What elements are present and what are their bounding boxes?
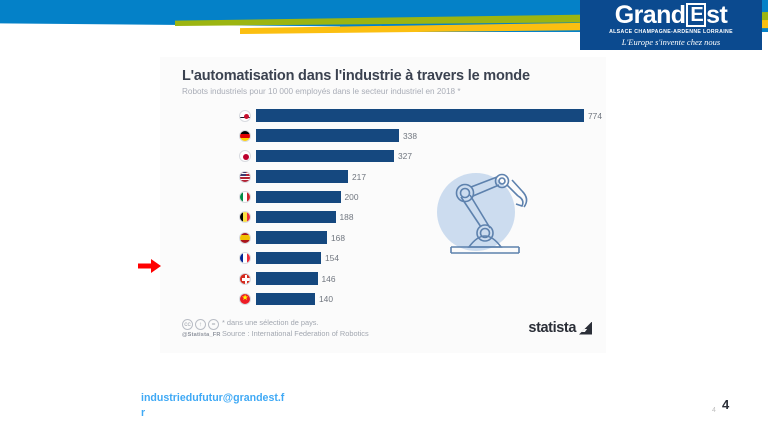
chart-row: Allemagne 338	[160, 127, 606, 147]
chart-title: L'automatisation dans l'industrie à trav…	[182, 68, 530, 84]
red-arrow-icon	[138, 258, 162, 274]
page-number: 4	[722, 397, 730, 412]
france-flag-icon	[239, 252, 251, 265]
japan-flag-icon	[239, 150, 251, 163]
logo-word-rest: st	[706, 1, 728, 29]
bar	[256, 231, 328, 244]
bar-value: 140	[319, 294, 333, 305]
statista-logo: statista	[528, 320, 592, 336]
logo-word-box-e: E	[686, 3, 707, 27]
switzerland-flag-icon	[239, 272, 251, 285]
bar	[256, 292, 316, 306]
statista-handle: @Statista_FR	[182, 332, 221, 338]
bar-value: 146	[321, 273, 336, 284]
chart-row: Chine 140	[160, 291, 606, 311]
bar-value: 338	[403, 130, 417, 141]
contact-email[interactable]: industriedufutur@grandest.f r	[141, 391, 326, 421]
bar-value: 327	[398, 151, 412, 162]
bar	[256, 210, 336, 224]
united-states-flag-icon	[239, 170, 251, 183]
chart-row: Belgique 188	[160, 209, 606, 229]
chart-footnote: * dans une sélection de pays.	[222, 318, 319, 327]
email-line-1: industriedufutur@grandest.f	[141, 392, 285, 404]
statista-chart-card: L'automatisation dans l'industrie à trav…	[160, 57, 606, 353]
bar-value: 168	[331, 232, 345, 243]
bar	[256, 149, 395, 163]
robot-backdrop-circle	[437, 173, 515, 251]
chart-row: Italie 200	[160, 189, 606, 209]
bar	[256, 129, 399, 142]
italy-flag-icon	[239, 191, 251, 204]
chart-row: Japon 327	[160, 148, 606, 168]
bar-value: 774	[588, 110, 602, 121]
robot-arm-icon	[425, 165, 545, 275]
germany-flag-icon	[239, 129, 251, 142]
spain-flag-icon	[239, 231, 251, 244]
chart-row: Espagne 168	[160, 229, 606, 249]
chart-source: Source : International Federation of Rob…	[222, 329, 369, 338]
chart-row-france: France 154	[160, 250, 606, 270]
logo-slogan: L'Europe s'invente chez nous	[621, 37, 721, 47]
cc-icon: cc	[182, 319, 193, 330]
logo-subtitle: ALSACE CHAMPAGNE-ARDENNE LORRAINE	[609, 29, 733, 35]
logo-word-main: Grand	[614, 1, 686, 29]
no-derivatives-icon: =	[208, 319, 219, 330]
bar-value: 217	[352, 171, 366, 182]
chart-subtitle: Robots industriels pour 10 000 employés …	[182, 87, 461, 96]
bar	[256, 251, 322, 265]
attribution-icon: ↑	[195, 319, 206, 330]
chart-bars: Corée du Sud 774 Allemagne 338 Japon 327…	[160, 107, 606, 311]
email-line-2: r	[141, 407, 146, 419]
bar-value: 154	[325, 253, 339, 264]
bar	[256, 272, 318, 285]
chart-row: Suisse 146	[160, 270, 606, 290]
bar-value: 188	[339, 212, 354, 223]
chart-row: Corée du Sud 774	[160, 107, 606, 127]
bar-value: 200	[344, 192, 359, 203]
creative-commons-icons: cc ↑ =	[182, 319, 219, 330]
chart-row: États-Unis 217	[160, 168, 606, 188]
page-number-small: 4	[712, 407, 716, 414]
statista-wordmark: statista	[528, 320, 576, 336]
south-korea-flag-icon	[239, 109, 251, 122]
bar	[256, 170, 348, 183]
belgium-flag-icon	[239, 211, 251, 224]
statista-arrow-mark	[579, 321, 592, 335]
bar	[256, 109, 584, 122]
bar	[256, 190, 341, 204]
china-flag-icon	[239, 293, 251, 306]
